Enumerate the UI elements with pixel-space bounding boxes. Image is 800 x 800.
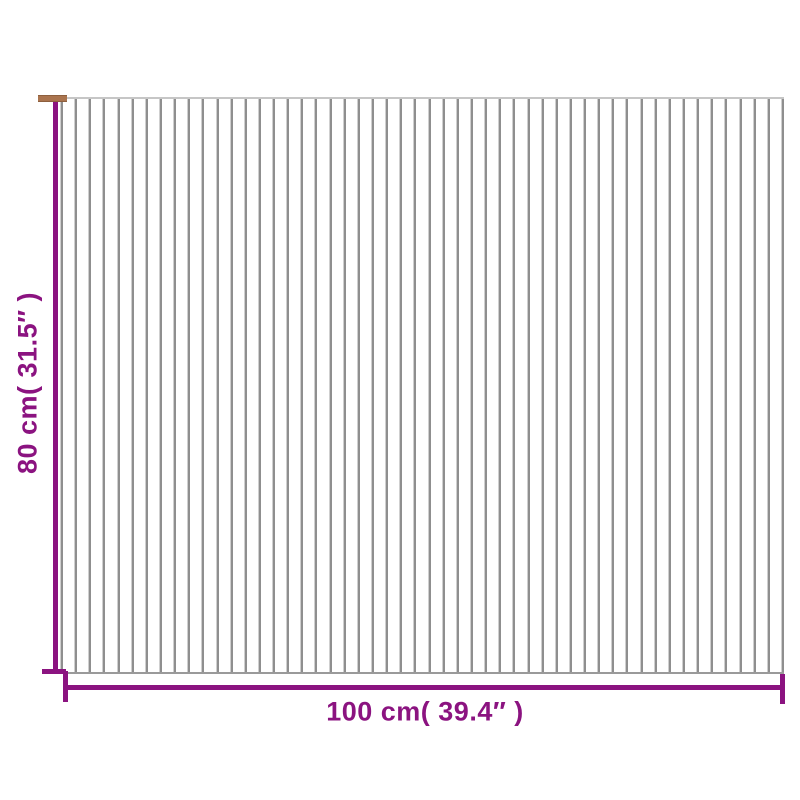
mat-slat-line <box>710 99 714 672</box>
mat-slat-line <box>583 99 587 672</box>
mat-slat-line <box>399 99 403 672</box>
mat-slat-line <box>144 99 148 672</box>
mat-slat-line <box>371 99 375 672</box>
width-dimension-right-tick <box>780 674 785 704</box>
mat-slat-line <box>766 99 770 672</box>
mat-slat-line <box>158 99 162 672</box>
mat-slat-line <box>724 99 728 672</box>
width-dimension-left-tick <box>63 671 68 702</box>
mat-slat-line <box>441 99 445 672</box>
mat-slat-line <box>653 99 657 672</box>
mat-slat-line <box>60 99 63 672</box>
mat-slat-line <box>696 99 700 672</box>
mat-slat-line <box>356 99 360 672</box>
mat-slat-line <box>625 99 629 672</box>
mat-slat-line <box>173 99 177 672</box>
mat-slat-line <box>568 99 572 672</box>
mat-slat-line <box>243 99 247 672</box>
mat-slat-line <box>257 99 261 672</box>
mat-slat-line <box>413 99 417 672</box>
height-dimension-line <box>53 97 58 674</box>
mat-slat-line <box>187 99 191 672</box>
mat-slat-line <box>512 99 516 672</box>
mat-slat-line <box>752 99 756 672</box>
mat-slat-line <box>286 99 290 672</box>
mat-slat-line <box>314 99 318 672</box>
mat-slat-line <box>738 99 742 672</box>
mat-slat-line <box>272 99 276 672</box>
mat-slat-line <box>342 99 346 672</box>
mat-slat-line <box>116 99 120 672</box>
mat-slat-line <box>611 99 615 672</box>
width-dimension-label: 100 cm( 39.4″ ) <box>326 696 524 727</box>
mat-slat-line <box>74 99 78 672</box>
height-dimension-top-tick <box>38 95 67 102</box>
mat-slat-line <box>540 99 544 672</box>
mat-slat-line <box>229 99 233 672</box>
mat-slat-line <box>385 99 389 672</box>
mat-slat-line <box>484 99 488 672</box>
mat-slat-line <box>328 99 332 672</box>
mat-slat-line <box>682 99 686 672</box>
mat-slat-line <box>427 99 431 672</box>
mat-slat-line <box>667 99 671 672</box>
mat-slat-line <box>597 99 601 672</box>
mat-slat-line <box>781 99 784 672</box>
mat-slat-line <box>554 99 558 672</box>
mat-slat-line <box>88 99 92 672</box>
mat-illustration <box>60 97 784 674</box>
height-dimension-bottom-tick <box>42 669 66 674</box>
mat-slat-line <box>469 99 473 672</box>
mat-slat-line <box>526 99 530 672</box>
mat-slat-line <box>215 99 219 672</box>
mat-slat-line <box>130 99 134 672</box>
mat-slat-line <box>639 99 643 672</box>
mat-slat-line <box>455 99 459 672</box>
mat-slat-line <box>300 99 304 672</box>
mat-slat-line <box>201 99 205 672</box>
width-dimension-line <box>65 685 784 690</box>
mat-slat-line <box>498 99 502 672</box>
height-dimension-label: 80 cm( 31.5″ ) <box>12 291 43 475</box>
mat-slat-line <box>102 99 106 672</box>
